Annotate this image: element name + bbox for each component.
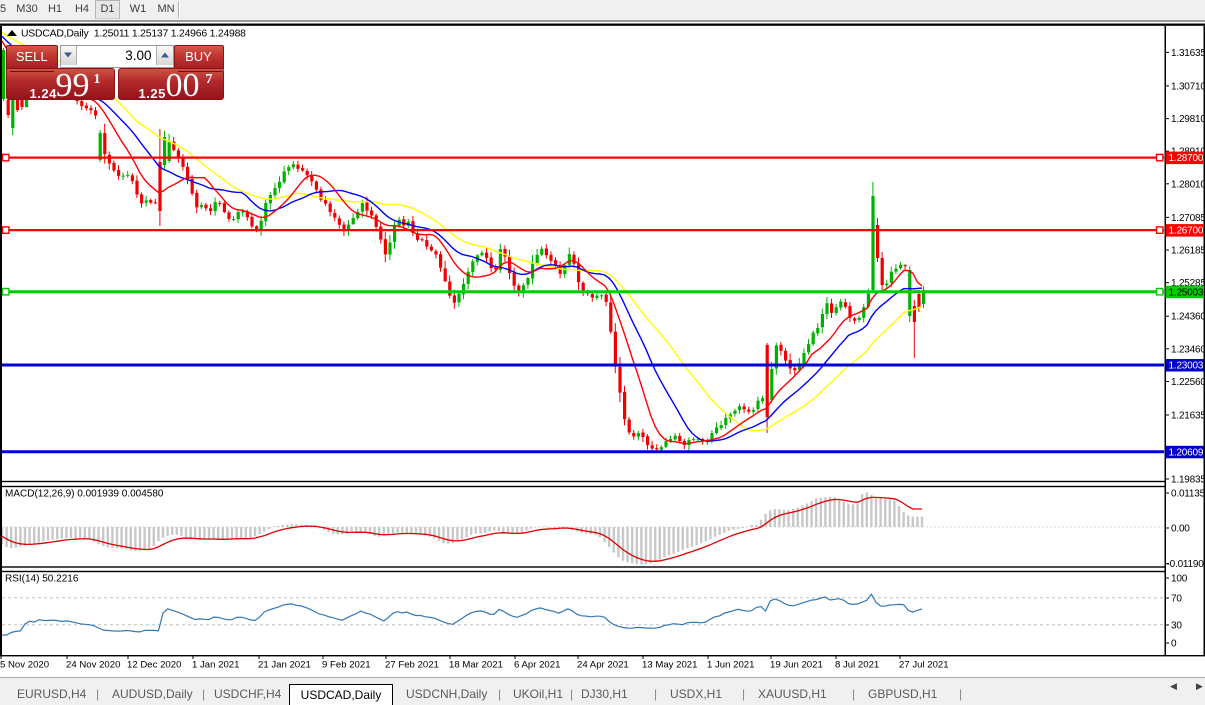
svg-text:1.28010: 1.28010 bbox=[1171, 179, 1205, 190]
svg-text:1.20609: 1.20609 bbox=[1169, 447, 1204, 458]
svg-text:1.25285: 1.25285 bbox=[1171, 278, 1205, 289]
svg-text:1.26700: 1.26700 bbox=[1169, 226, 1204, 237]
svg-text:24 Apr 2021: 24 Apr 2021 bbox=[577, 660, 629, 671]
svg-text:1 Jun 2021: 1 Jun 2021 bbox=[707, 660, 754, 671]
svg-text:70: 70 bbox=[1171, 594, 1182, 605]
svg-text:27 Feb 2021: 27 Feb 2021 bbox=[385, 660, 439, 671]
svg-text:1.24360: 1.24360 bbox=[1171, 312, 1205, 323]
svg-text:1.30710: 1.30710 bbox=[1171, 81, 1205, 92]
svg-text:8 Jul 2021: 8 Jul 2021 bbox=[835, 660, 879, 671]
svg-text:RSI(14) 50.2216: RSI(14) 50.2216 bbox=[5, 574, 79, 585]
svg-text:0.00: 0.00 bbox=[1171, 524, 1190, 535]
svg-text:12 Dec 2020: 12 Dec 2020 bbox=[127, 660, 181, 671]
svg-text:-0.01190: -0.01190 bbox=[1167, 559, 1205, 570]
svg-text:6 Apr 2021: 6 Apr 2021 bbox=[514, 660, 560, 671]
svg-text:18 Mar 2021: 18 Mar 2021 bbox=[449, 660, 503, 671]
svg-text:100: 100 bbox=[1171, 574, 1188, 585]
svg-text:1.23460: 1.23460 bbox=[1171, 344, 1205, 355]
svg-text:1.29810: 1.29810 bbox=[1171, 114, 1205, 125]
svg-text:24 Nov 2020: 24 Nov 2020 bbox=[66, 660, 120, 671]
svg-text:1.26185: 1.26185 bbox=[1171, 246, 1205, 257]
svg-text:1.23003: 1.23003 bbox=[1169, 361, 1204, 372]
svg-text:1.27085: 1.27085 bbox=[1171, 213, 1205, 224]
svg-text:1.22560: 1.22560 bbox=[1171, 377, 1205, 388]
svg-text:21 Jan 2021: 21 Jan 2021 bbox=[258, 660, 311, 671]
svg-text:9 Feb 2021: 9 Feb 2021 bbox=[322, 660, 371, 671]
svg-text:13 May 2021: 13 May 2021 bbox=[642, 660, 697, 671]
svg-text:0: 0 bbox=[1171, 639, 1177, 650]
svg-text:1 Jan 2021: 1 Jan 2021 bbox=[192, 660, 239, 671]
svg-text:1.25003: 1.25003 bbox=[1169, 287, 1204, 298]
svg-text:USDCAD,Daily 1.25011 1.25137: USDCAD,Daily 1.25011 1.25137 1.24966 1.2… bbox=[21, 29, 246, 40]
svg-text:1.21635: 1.21635 bbox=[1171, 411, 1205, 422]
svg-text:1.28700: 1.28700 bbox=[1169, 153, 1204, 164]
svg-text:1.19835: 1.19835 bbox=[1171, 475, 1205, 486]
svg-text:19 Jun 2021: 19 Jun 2021 bbox=[770, 660, 823, 671]
svg-text:27 Jul 2021: 27 Jul 2021 bbox=[899, 660, 949, 671]
svg-text:0.01135: 0.01135 bbox=[1171, 489, 1205, 500]
svg-text:MACD(12,26,9) 0.001939 0.00458: MACD(12,26,9) 0.001939 0.004580 bbox=[5, 489, 164, 500]
svg-text:5 Nov 2020: 5 Nov 2020 bbox=[0, 660, 49, 671]
svg-text:30: 30 bbox=[1171, 621, 1182, 632]
svg-text:1.31635: 1.31635 bbox=[1171, 48, 1205, 59]
